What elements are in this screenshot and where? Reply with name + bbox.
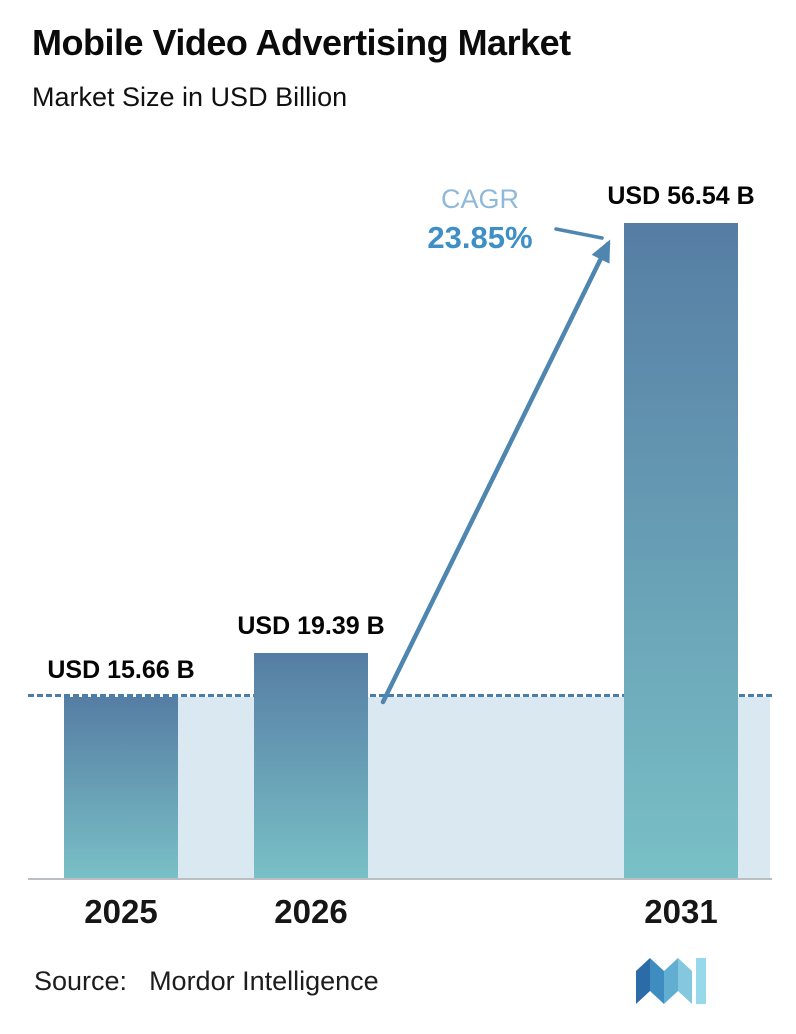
mordor-intelligence-logo-icon <box>636 958 706 1004</box>
bar-group-2025: USD 15.66 B <box>47 150 195 880</box>
x-axis-label-2031: 2031 <box>644 893 718 930</box>
chart-subtitle: Market Size in USD Billion <box>32 82 348 112</box>
x-axis-label-2026: 2026 <box>274 893 348 930</box>
plot-area: USD 15.66 B USD 19.39 B USD 56.54 B CAGR… <box>0 150 796 880</box>
bar-group-2031: USD 56.54 B <box>607 150 755 880</box>
x-axis-line <box>28 878 772 880</box>
source-attribution: Source: Mordor Intelligence <box>34 966 379 997</box>
cagr-annotation: CAGR 23.85% <box>398 184 562 256</box>
page-title: Mobile Video Advertising Market <box>32 22 571 63</box>
cagr-value: 23.85% <box>427 220 533 255</box>
x-axis-label-2025: 2025 <box>84 893 158 930</box>
cagr-label: CAGR <box>440 184 519 214</box>
value-label-2025: USD 15.66 B <box>47 656 195 684</box>
bar-2026 <box>254 653 368 878</box>
source-label: Source: <box>34 966 128 996</box>
value-label-2031: USD 56.54 B <box>607 182 755 210</box>
bar-2031 <box>624 223 738 878</box>
bar-2025 <box>64 697 178 878</box>
bar-group-2026: USD 19.39 B <box>237 150 385 880</box>
value-label-2026: USD 19.39 B <box>237 612 385 640</box>
source-name: Mordor Intelligence <box>149 966 379 996</box>
